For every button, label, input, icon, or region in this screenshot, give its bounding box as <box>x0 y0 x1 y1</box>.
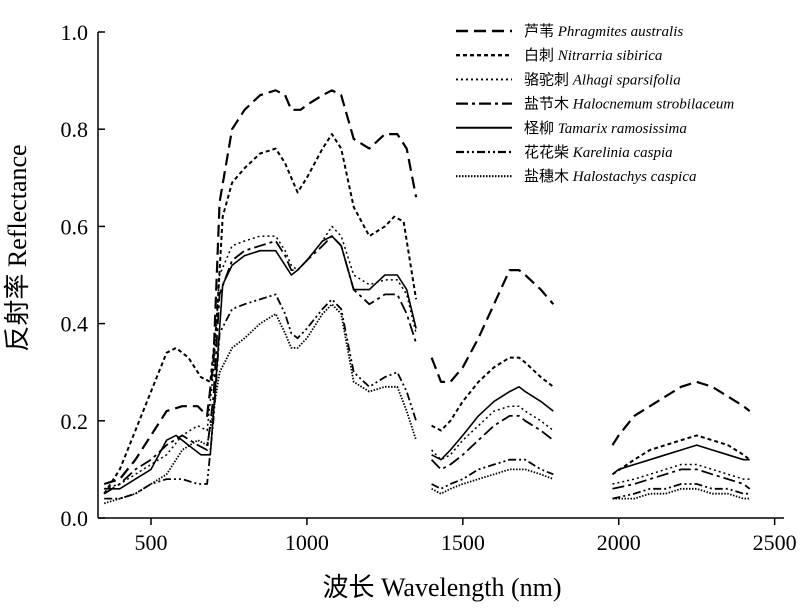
legend-entry: 花花柴 Karelinia caspia <box>524 144 673 161</box>
series-line <box>103 225 417 490</box>
series-2 <box>103 133 751 495</box>
series-line <box>103 303 417 505</box>
x-tick-label: 2500 <box>753 530 797 555</box>
series-line <box>103 133 418 495</box>
legend-chinese-name: 花花柴 <box>524 144 573 161</box>
legend-entry: 芦苇 Phragmites australis <box>524 23 683 40</box>
legend-latin-name: Nitrarria sibirica <box>557 48 663 64</box>
series-line <box>431 386 554 461</box>
y-tick-label: 0.6 <box>61 214 89 239</box>
legend-entry: 骆驼刺 Alhagi sparsifolia <box>524 71 681 88</box>
y-tick-label: 0.2 <box>61 409 89 434</box>
legend-chinese-name: 骆驼刺 <box>524 71 573 88</box>
y-tick-label: 1.0 <box>61 20 89 45</box>
series-line <box>430 269 555 383</box>
series-line <box>612 483 750 500</box>
series-line <box>431 405 554 461</box>
series-5 <box>104 235 750 490</box>
series-4 <box>103 235 751 495</box>
series-line <box>611 380 751 446</box>
y-axis-title: 反射率 Reflectance <box>3 144 32 351</box>
x-tick-label: 2000 <box>597 530 641 555</box>
legend-chinese-name: 白刺 <box>524 47 558 64</box>
legend-chinese-name: 盐节木 <box>524 96 573 113</box>
x-axis-title: 波长 Wavelength (nm) <box>322 573 561 602</box>
series-7 <box>103 303 750 505</box>
axes <box>97 32 784 519</box>
series-line <box>611 434 751 476</box>
legend-entry: 柽柳 Tamarix ramosissima <box>524 120 687 137</box>
y-ticks: 0.0 0.2 0.4 0.6 0.8 1.0 <box>61 20 105 531</box>
x-tick-label: 1500 <box>441 530 485 555</box>
legend-entry: 盐穗木 Halostachys caspica <box>524 168 697 185</box>
legend-latin-name: Alhagi sparsifolia <box>572 72 681 88</box>
legend-latin-name: Halostachys caspica <box>572 169 697 185</box>
legend-latin-name: Halocnemum strobilaceum <box>572 97 735 113</box>
legend-latin-name: Tamarix ramosissima <box>558 121 687 137</box>
series-line <box>103 235 417 495</box>
legend: 芦苇 Phragmites australis 白刺 Nitrarria sibi… <box>456 23 734 185</box>
legend-entry: 白刺 Nitrarria sibirica <box>524 47 662 64</box>
legend-latin-name: Karelinia caspia <box>572 145 673 161</box>
series-line <box>104 235 417 490</box>
legend-entry: 盐节木 Halocnemum strobilaceum <box>524 96 734 113</box>
series-line <box>431 468 554 495</box>
series-line <box>612 444 750 475</box>
legend-chinese-name: 芦苇 <box>524 23 558 40</box>
legend-chinese-name: 柽柳 <box>524 120 558 137</box>
plot-area <box>103 89 751 505</box>
series-line <box>612 463 750 485</box>
series-line <box>612 468 751 490</box>
series-6 <box>104 293 750 500</box>
series-line <box>430 415 554 471</box>
x-ticks: 500 1000 1500 2000 2500 <box>135 518 797 555</box>
series-line <box>103 89 418 486</box>
series-line <box>431 458 554 490</box>
y-tick-label: 0.0 <box>61 506 89 531</box>
y-tick-label: 0.8 <box>61 117 89 142</box>
x-tick-label: 1000 <box>285 530 329 555</box>
series-line <box>431 356 554 432</box>
legend-chinese-name: 盐穗木 <box>524 168 573 185</box>
y-tick-label: 0.4 <box>61 312 89 337</box>
x-tick-label: 500 <box>135 530 168 555</box>
series-line <box>104 293 417 500</box>
series-3 <box>103 225 750 490</box>
series-1 <box>103 89 751 486</box>
legend-latin-name: Phragmites australis <box>557 24 684 40</box>
